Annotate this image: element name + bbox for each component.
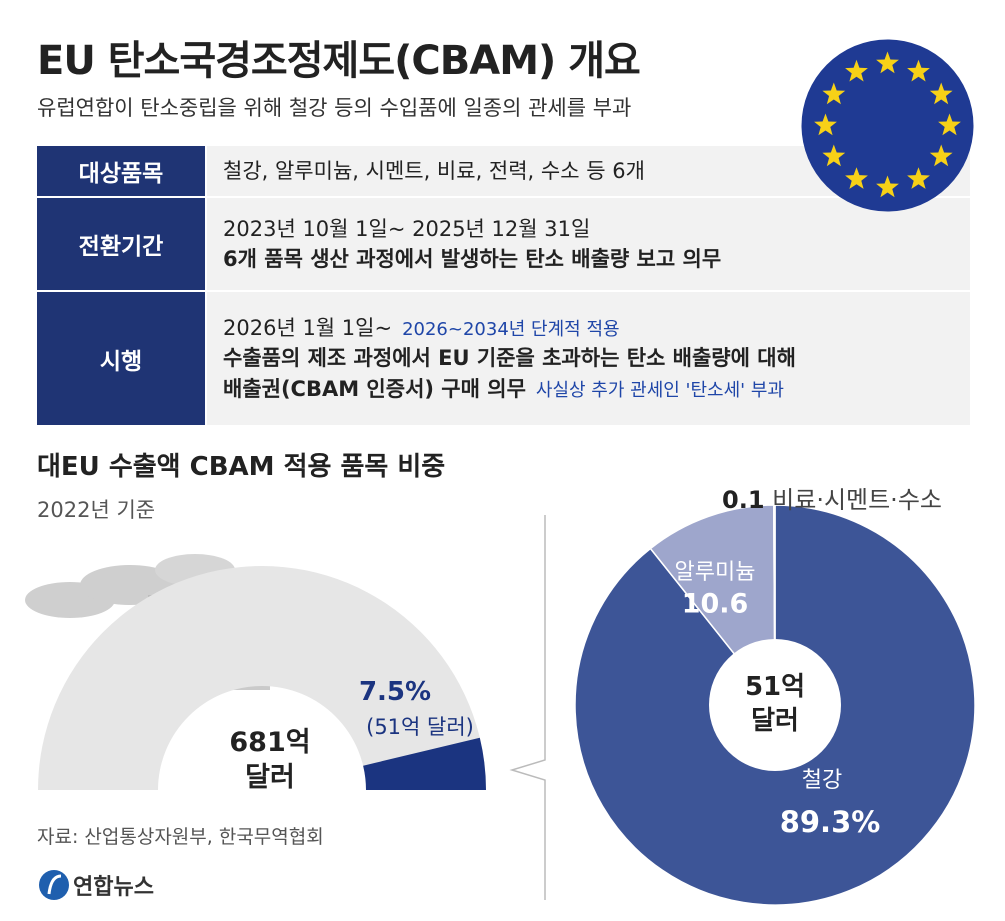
- row-content: 2023년 10월 1일~ 2025년 12월 31일 6개 품목 생산 과정에서…: [207, 198, 970, 290]
- section-title: 대EU 수출액 CBAM 적용 품목 비중: [37, 452, 446, 482]
- row-label: 시행: [37, 292, 205, 425]
- gauge-value-label: 7.5%: [358, 677, 432, 707]
- pie-center: 51억 달러: [744, 672, 806, 736]
- content-text: 배출권(CBAM 인증서) 구매 의무: [223, 376, 526, 401]
- pie-category: 비료·시멘트·수소: [772, 486, 942, 514]
- gauge-segment: [363, 737, 486, 790]
- gauge-annotation: (51억 달러): [366, 715, 474, 739]
- pie-value-label: 0.1: [722, 486, 765, 514]
- flag-star: [876, 51, 899, 74]
- flag-star: [929, 82, 953, 105]
- row-label: 전환기간: [37, 198, 205, 290]
- flag-star: [929, 144, 953, 167]
- pie-value-label: 89.3%: [779, 805, 881, 839]
- row-label: 대상품목: [37, 146, 205, 196]
- content-text: 수출품의 제조 과정에서 EU 기준을 초과하는 탄소 배출량에 대해: [223, 346, 796, 371]
- pie-category: 알루미늄: [674, 560, 756, 585]
- flag-disc: [801, 39, 974, 212]
- gauge-track: [38, 566, 486, 790]
- section-subtitle: 2022년 기준: [37, 498, 156, 522]
- flag-star: [822, 82, 846, 105]
- content-text: 6개 품목 생산 과정에서 발생하는 탄소 배출량 보고 의무: [223, 247, 722, 271]
- flag-star: [907, 59, 930, 82]
- content-line: 배출권(CBAM 인증서) 구매 의무 사실상 추가 관세인 '탄소세' 부과: [223, 374, 954, 404]
- flag-star: [907, 167, 930, 189]
- flag-star: [876, 175, 899, 198]
- pie-category: 철강: [801, 768, 843, 793]
- table-row: 전환기간 2023년 10월 1일~ 2025년 12월 31일 6개 품목 생산 …: [37, 198, 970, 290]
- flag-star: [845, 59, 868, 82]
- pie-value-label: 10.6: [681, 588, 749, 620]
- logo: 연합뉴스: [37, 868, 154, 902]
- flag-star: [822, 144, 846, 167]
- content-text: 2026년 1월 1일~: [223, 315, 393, 340]
- content-line: 수출품의 제조 과정에서 EU 기준을 초과하는 탄소 배출량에 대해: [223, 343, 954, 373]
- pie-small-label: 0.1 비료·시멘트·수소: [722, 480, 942, 515]
- flag-star: [938, 113, 961, 136]
- subtitle: 유럽연합이 탄소중립을 위해 철강 등의 수입품에 일종의 관세를 부과: [37, 96, 632, 120]
- content-text: 철강, 알루미늄, 시멘트, 비료, 전력, 수소 등 6개: [223, 158, 645, 183]
- logo-text: 연합뉴스: [73, 875, 154, 900]
- content-line: 6개 품목 생산 과정에서 발생하는 탄소 배출량 보고 의무: [223, 244, 954, 274]
- content-line: 철강, 알루미늄, 시멘트, 비료, 전력, 수소 등 6개: [223, 156, 954, 186]
- content-note: 사실상 추가 관세인 '탄소세' 부과: [535, 379, 784, 401]
- content-text: 2023년 10월 1일~ 2025년 12월 31일: [223, 216, 591, 241]
- content-note: 2026~2034년 단계적 적용: [402, 318, 620, 340]
- logo-icon: [39, 870, 69, 900]
- gauge-total: 681억 달러: [229, 726, 311, 793]
- content-line: 2026년 1월 1일~ 2026~2034년 단계적 적용: [223, 313, 954, 343]
- source: 자료: 산업통상자원부, 한국무역협회: [37, 826, 324, 848]
- title: EU 탄소국경조정제도(CBAM) 개요: [37, 38, 641, 84]
- divider: [509, 515, 546, 900]
- flag-star: [814, 113, 837, 136]
- flag-star: [845, 167, 868, 189]
- content-line: 2023년 10월 1일~ 2025년 12월 31일: [223, 214, 954, 244]
- pie-hole: [709, 639, 841, 771]
- eu-flag: [801, 39, 974, 212]
